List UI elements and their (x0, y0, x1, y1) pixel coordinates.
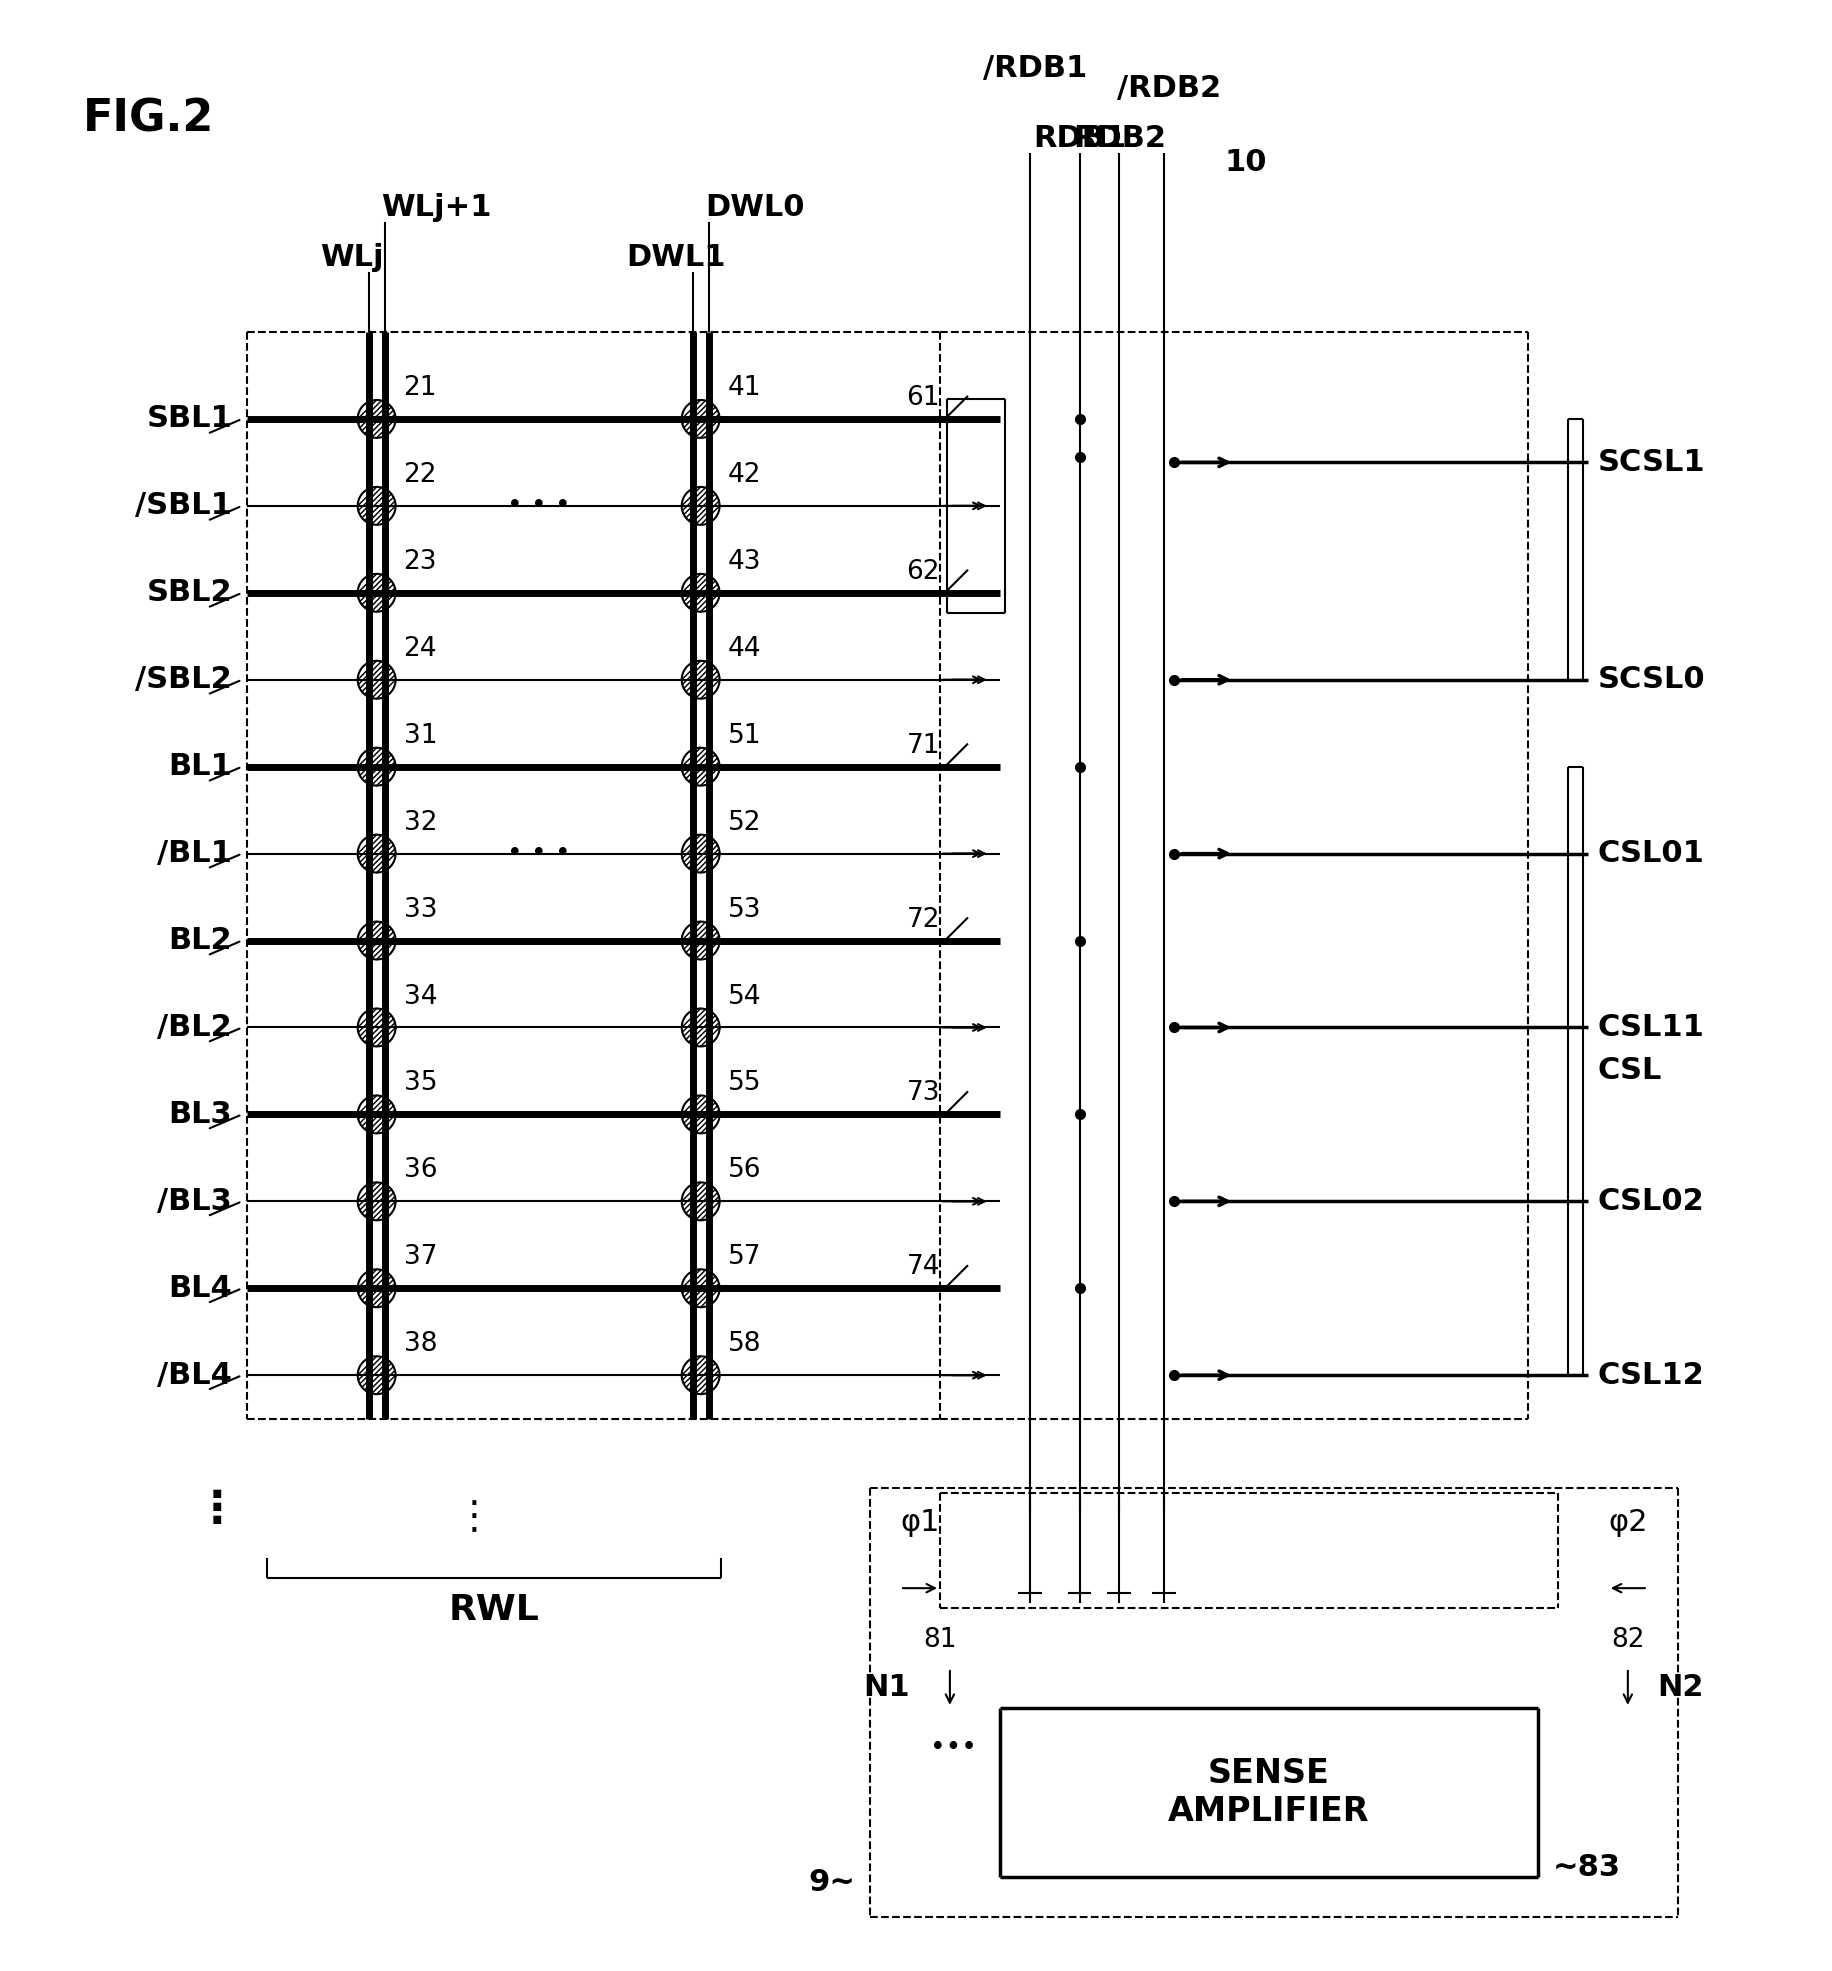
Text: φ1: φ1 (900, 1508, 940, 1537)
Text: ~83: ~83 (1552, 1853, 1619, 1882)
Text: 38: 38 (403, 1330, 436, 1358)
Text: SBL1: SBL1 (147, 404, 233, 434)
Text: 35: 35 (403, 1070, 436, 1096)
Text: 62: 62 (907, 560, 940, 585)
Text: 44: 44 (727, 637, 760, 662)
Text: 41: 41 (727, 374, 760, 400)
Text: N1: N1 (863, 1673, 909, 1703)
Text: 57: 57 (727, 1244, 760, 1271)
Text: 55: 55 (727, 1070, 760, 1096)
Text: CSL12: CSL12 (1598, 1360, 1704, 1390)
Text: 21: 21 (403, 374, 436, 400)
Text: CSL01: CSL01 (1598, 840, 1704, 867)
Text: BL4: BL4 (169, 1273, 233, 1303)
Text: 37: 37 (403, 1244, 436, 1271)
Text: /BL4: /BL4 (158, 1360, 233, 1390)
Text: WLj: WLj (321, 242, 383, 272)
Text: • • •: • • • (507, 840, 570, 867)
Text: 56: 56 (727, 1157, 760, 1183)
Text: 31: 31 (403, 723, 436, 749)
Text: CSL11: CSL11 (1598, 1013, 1704, 1043)
Text: 43: 43 (727, 548, 760, 576)
Text: • • •: • • • (507, 493, 570, 518)
Text: 10: 10 (1224, 148, 1266, 177)
Text: 53: 53 (727, 897, 760, 922)
Text: 32: 32 (403, 810, 436, 836)
Text: 33: 33 (403, 897, 436, 922)
Text: RWL: RWL (449, 1593, 539, 1628)
Text: BL2: BL2 (169, 926, 233, 956)
Text: 58: 58 (727, 1330, 760, 1358)
Text: /BL3: /BL3 (158, 1187, 233, 1216)
Text: SBL2: SBL2 (147, 578, 233, 607)
Text: BL1: BL1 (169, 753, 233, 781)
Text: /SBL2: /SBL2 (136, 666, 233, 694)
Text: 36: 36 (403, 1157, 436, 1183)
Text: SCSL1: SCSL1 (1598, 447, 1704, 477)
Text: 61: 61 (907, 384, 940, 410)
Text: /RDB1: /RDB1 (982, 53, 1086, 83)
Text: DWL0: DWL0 (705, 193, 804, 223)
Text: SCSL0: SCSL0 (1598, 666, 1704, 694)
Text: 73: 73 (907, 1080, 940, 1106)
Text: 82: 82 (1610, 1626, 1643, 1654)
Text: /BL1: /BL1 (158, 840, 233, 867)
Text: BL3: BL3 (169, 1100, 233, 1129)
Text: 54: 54 (727, 984, 760, 1009)
Text: 24: 24 (403, 637, 436, 662)
Text: N2: N2 (1656, 1673, 1704, 1703)
Text: 23: 23 (403, 548, 436, 576)
Text: WLj+1: WLj+1 (381, 193, 491, 223)
Text: ⋮: ⋮ (454, 1498, 493, 1537)
Text: /SBL1: /SBL1 (136, 491, 233, 520)
Text: RDB1: RDB1 (1033, 124, 1125, 152)
Text: 42: 42 (727, 461, 760, 489)
Text: CSL: CSL (1598, 1056, 1662, 1086)
Text: 52: 52 (727, 810, 760, 836)
Text: /BL2: /BL2 (158, 1013, 233, 1043)
Text: ⋮: ⋮ (194, 1488, 240, 1531)
Text: RDB2: RDB2 (1072, 124, 1165, 152)
Text: 81: 81 (923, 1626, 956, 1654)
Text: 51: 51 (727, 723, 760, 749)
Text: FIG.2: FIG.2 (82, 99, 214, 140)
Text: 72: 72 (907, 907, 940, 932)
Text: SENSE
AMPLIFIER: SENSE AMPLIFIER (1167, 1756, 1369, 1829)
Text: DWL1: DWL1 (627, 242, 725, 272)
Text: 9~: 9~ (808, 1869, 856, 1898)
Text: 74: 74 (907, 1254, 940, 1281)
Text: •••: ••• (929, 1734, 976, 1760)
Text: φ2: φ2 (1607, 1508, 1647, 1537)
Text: CSL02: CSL02 (1598, 1187, 1704, 1216)
Text: 71: 71 (907, 733, 940, 759)
Text: 22: 22 (403, 461, 436, 489)
Text: /RDB2: /RDB2 (1116, 73, 1220, 102)
Text: 34: 34 (403, 984, 436, 1009)
